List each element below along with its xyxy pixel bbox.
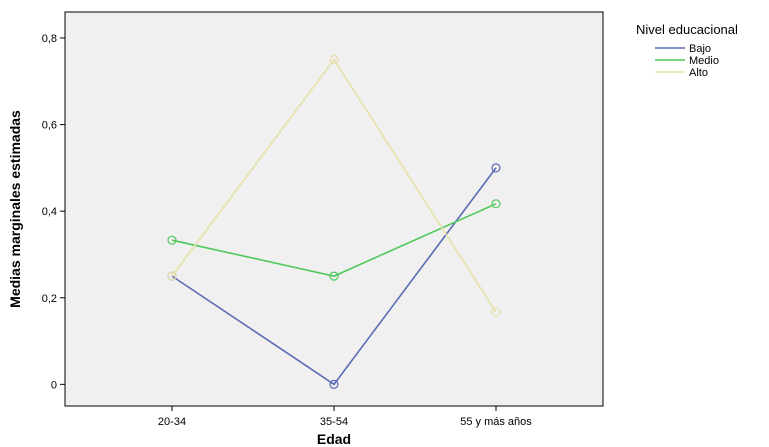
data-point [329, 379, 339, 389]
y-axis: 0 0,2 0,4 0,6 0,8 [42, 33, 65, 391]
data-point [491, 199, 501, 209]
y-tick-label: 0,2 [42, 293, 57, 305]
x-axis: 20-34 35-54 55 y más años [158, 406, 532, 428]
data-point [329, 55, 339, 65]
legend-label: Bajo [689, 43, 711, 55]
legend-label: Medio [689, 55, 719, 67]
legend-label: Alto [689, 67, 708, 79]
legend-title: Nivel educacional [636, 22, 738, 37]
x-axis-title: Edad [317, 431, 351, 447]
x-tick-label: 55 y más años [460, 416, 532, 428]
plot-area [64, 11, 604, 407]
data-point [491, 163, 501, 173]
y-tick-label: 0,4 [42, 206, 57, 218]
x-tick-label: 35-54 [320, 416, 348, 428]
x-tick-label: 20-34 [158, 416, 186, 428]
data-point [329, 271, 339, 281]
data-point [491, 307, 501, 317]
series-layer [167, 55, 501, 389]
y-axis-title: Medias marginales estimadas [7, 110, 23, 308]
y-tick-label: 0 [51, 379, 57, 391]
series-alto [167, 55, 501, 317]
y-tick-label: 0,8 [42, 33, 57, 45]
series-line [171, 167, 497, 386]
data-point [167, 235, 177, 245]
y-tick-label: 0,6 [42, 120, 57, 132]
data-point [167, 271, 177, 281]
series-line [171, 58, 497, 313]
